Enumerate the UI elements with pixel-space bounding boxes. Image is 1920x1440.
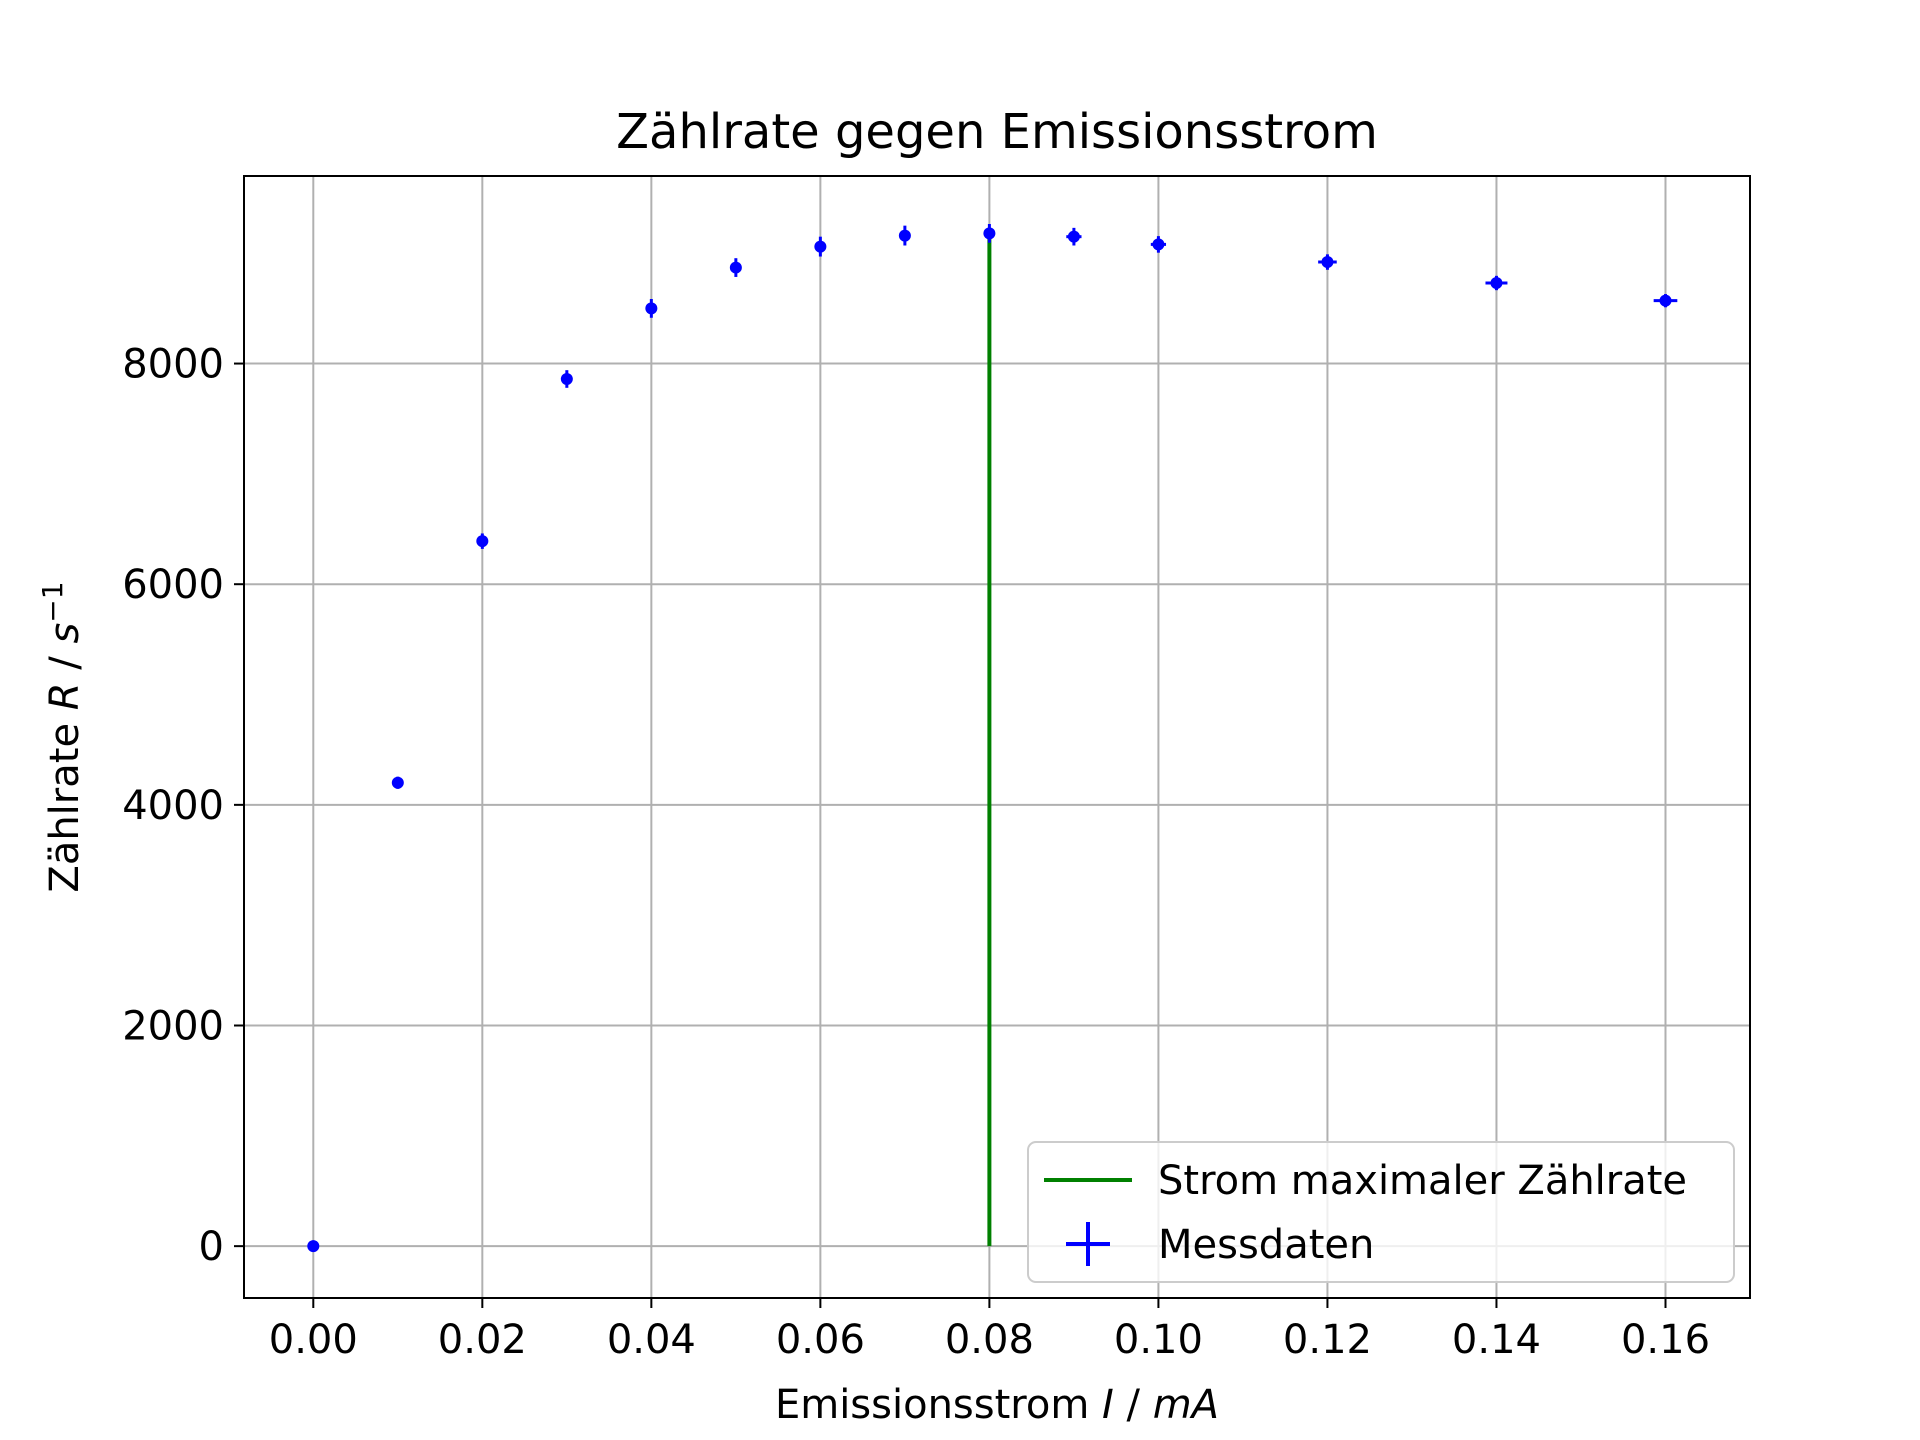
plot-frame (243, 175, 1751, 1299)
data-point (560, 370, 573, 388)
data-point (476, 533, 489, 549)
y-tick-label: 0 (199, 1224, 224, 1270)
data-marker (1659, 294, 1672, 307)
data-marker (729, 261, 742, 274)
x-tick-label: 0.00 (269, 1317, 358, 1363)
y-tick-label: 8000 (122, 342, 224, 388)
data-marker (1152, 238, 1165, 251)
y-tick-label: 2000 (122, 1003, 224, 1049)
data-marker (391, 776, 404, 789)
x-tick-label: 0.10 (1114, 1317, 1203, 1363)
x-tick-label: 0.08 (945, 1317, 1034, 1363)
data-marker (645, 302, 658, 315)
data-marker (814, 240, 827, 253)
data-point (1485, 275, 1508, 291)
data-point (729, 258, 742, 277)
x-axis-label-unit: mA (1153, 1382, 1219, 1428)
x-tick-label: 0.04 (607, 1317, 696, 1363)
data-marker (983, 227, 996, 240)
data-marker (898, 229, 911, 242)
legend-label-max-rate: Strom maximaler Zählrate (1158, 1158, 1687, 1204)
data-point (814, 236, 827, 257)
data-marker (560, 372, 573, 385)
legend-label-messdaten: Messdaten (1158, 1222, 1374, 1268)
y-axis-label-unit: s (42, 623, 88, 644)
legend: Strom maximaler Zählrate Messdaten (1027, 1141, 1735, 1283)
legend-box (1027, 1141, 1735, 1283)
x-tick-label: 0.12 (1283, 1317, 1372, 1363)
data-marker (476, 535, 489, 548)
plot-marks (307, 223, 1678, 1253)
data-point (1066, 227, 1082, 246)
chart-title: Zählrate gegen Emissionsstrom (616, 104, 1378, 160)
y-axis-label-sup: −1 (36, 581, 69, 622)
x-tick-label: 0.02 (438, 1317, 527, 1363)
data-point (391, 776, 404, 789)
y-axis-label: Zählrate R / s−1 (36, 581, 88, 892)
x-tick-label: 0.14 (1452, 1317, 1541, 1363)
data-marker (1067, 230, 1080, 243)
y-axis-label-sep: / (42, 644, 88, 683)
y-tick-label: 4000 (122, 783, 224, 829)
data-point (307, 1240, 320, 1253)
data-point (898, 225, 911, 246)
axis-ticks: 0.00 0.02 0.04 0.06 0.08 0.10 0.12 0.14 0.16 0 200… (122, 342, 1710, 1363)
y-axis-label-var: R (42, 682, 88, 710)
x-tick-label: 0.06 (776, 1317, 865, 1363)
data-marker (1321, 256, 1334, 269)
data-point (1150, 236, 1167, 253)
x-axis-label-sep: / (1114, 1382, 1153, 1428)
data-marker (1490, 277, 1503, 290)
y-tick-label: 6000 (122, 562, 224, 608)
data-point (645, 299, 658, 318)
data-point (1318, 254, 1337, 270)
x-axis-label: Emissionsstrom I / mA (775, 1382, 1219, 1428)
x-tick-label: 0.16 (1621, 1317, 1710, 1363)
data-marker (307, 1240, 320, 1253)
x-axis-label-var: I (1102, 1382, 1114, 1428)
y-axis-label-prefix: Zählrate (42, 710, 88, 892)
x-axis-label-prefix: Emissionsstrom (775, 1382, 1102, 1428)
data-point (983, 223, 996, 243)
data-point (1653, 294, 1678, 308)
